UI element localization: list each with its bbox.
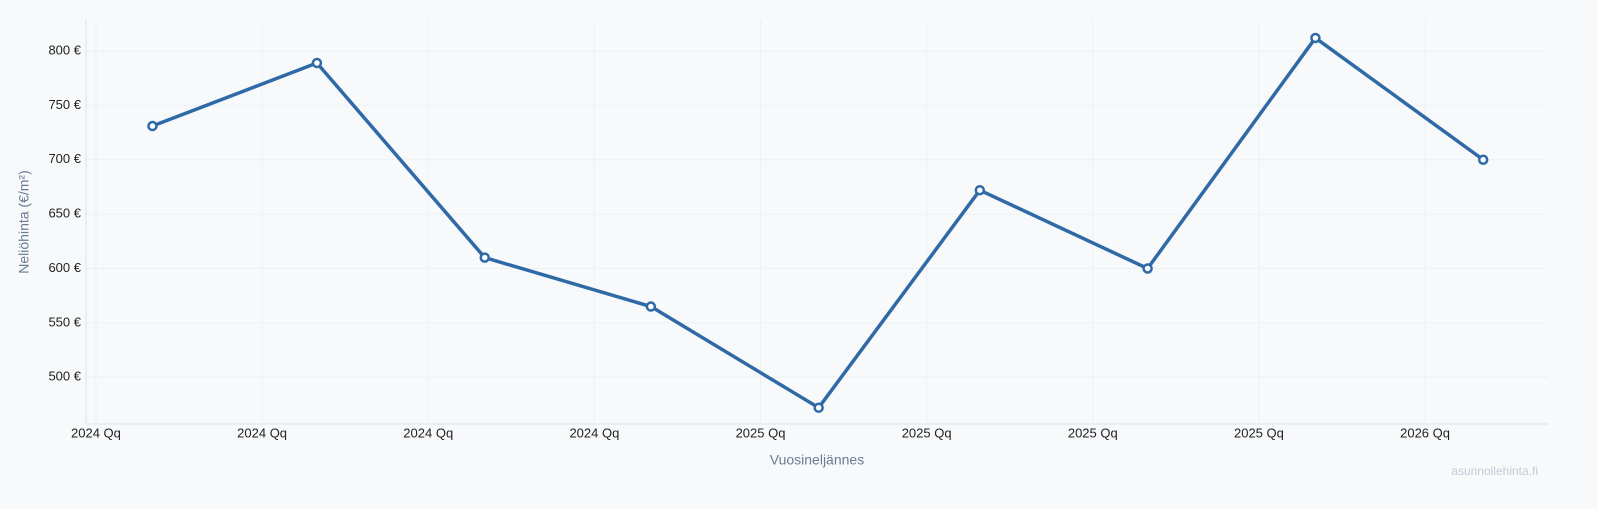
x-tick-label: 2025 Qq <box>1068 425 1118 440</box>
y-tick-label: 800 € <box>48 42 81 57</box>
point <box>479 252 490 263</box>
y-tick-label: 750 € <box>48 97 81 112</box>
x-tick-label: 2025 Qq <box>1234 425 1284 440</box>
y-tick-label: 550 € <box>48 314 81 329</box>
x-tick-label: 2024 Qq <box>403 425 453 440</box>
y-tick-label: 600 € <box>48 260 81 275</box>
point <box>645 301 657 312</box>
y-tick-label: 700 € <box>48 151 81 166</box>
x-tick-label: 2025 Qq <box>736 425 786 440</box>
point <box>311 57 323 69</box>
x-tick-label: 2024 Qq <box>237 425 287 440</box>
line <box>151 36 1485 410</box>
y-axis-title: Neliöhinta (€/m²) <box>16 170 32 273</box>
point <box>1477 154 1489 165</box>
point <box>147 120 158 132</box>
y-tick-label: 650 € <box>48 206 81 221</box>
x-tick-label: 2026 Qq <box>1400 425 1450 440</box>
y-tick-label: 500 € <box>48 369 81 384</box>
x-tick-label: 2024 Qq <box>71 425 121 440</box>
point <box>1310 32 1321 44</box>
point <box>813 402 824 413</box>
point <box>974 184 986 196</box>
x-tick-label: 2024 Qq <box>569 425 619 440</box>
x-tick-label: 2025 Qq <box>902 425 952 440</box>
point <box>1142 263 1153 274</box>
watermark: asunnollehinta.fi <box>1451 464 1538 478</box>
x-axis-title: Vuosineljännes <box>770 452 864 468</box>
